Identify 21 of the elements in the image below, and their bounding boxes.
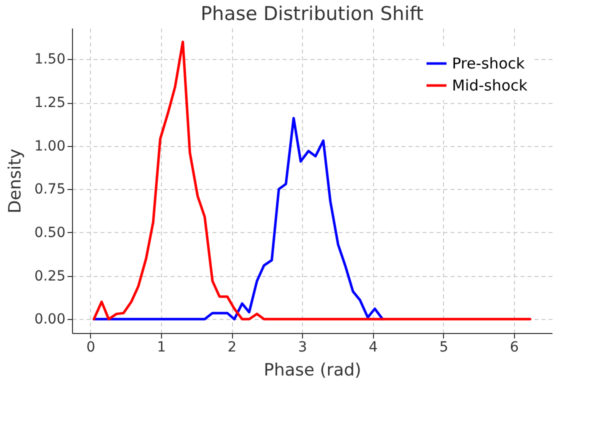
- x-tick-label: 1: [156, 340, 166, 356]
- y-tick-label: 0.00: [34, 312, 66, 328]
- y-tick-label: 1.00: [34, 138, 66, 154]
- y-tick-label: 1.25: [34, 95, 66, 112]
- x-tick-label: 6: [510, 340, 519, 356]
- y-tick-label: 0.25: [34, 268, 66, 284]
- chart-title: Phase Distribution Shift: [200, 3, 424, 25]
- x-tick-label: 3: [298, 340, 308, 356]
- y-tick-label: 0.50: [34, 224, 66, 241]
- line-series: [92, 40, 532, 320]
- legend-label: Pre-shock: [452, 54, 526, 72]
- x-axis-title: Phase (rad): [264, 360, 362, 380]
- y-tick-label: 1.50: [34, 52, 66, 68]
- line-series: [92, 116, 384, 320]
- x-tick-label: 2: [228, 340, 236, 356]
- legend-label: Mid-shock: [452, 76, 528, 94]
- y-axis-title: Density: [5, 148, 26, 214]
- x-tick-label: 4: [368, 340, 378, 356]
- x-tick-label: 0: [86, 340, 96, 356]
- y-tick-label: 0.75: [34, 182, 66, 198]
- x-tick-label: 5: [439, 340, 448, 356]
